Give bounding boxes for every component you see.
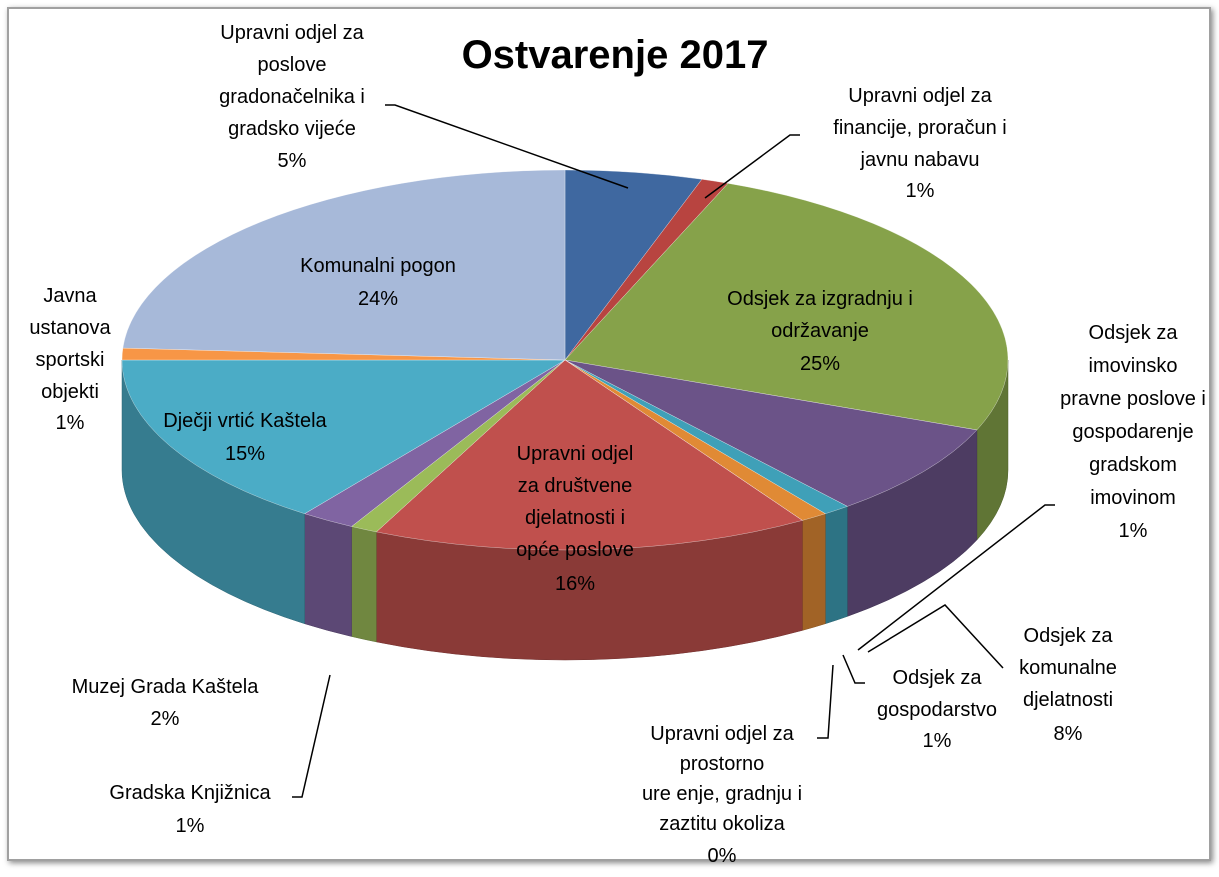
slice <box>121 359 566 514</box>
value-label: 1% <box>923 730 952 752</box>
value-label: 2% <box>151 708 180 730</box>
value-label: 25% <box>800 353 840 375</box>
slice <box>376 359 803 551</box>
leader-line <box>842 654 865 684</box>
value-label: 24% <box>358 288 398 310</box>
leader-line <box>385 104 629 189</box>
slice-label: Odsjek za izgradnju i održavanje <box>727 288 913 342</box>
slice-label: Javna ustanova sportski objekti <box>29 285 111 403</box>
tops <box>121 169 1009 551</box>
value-label: 5% <box>278 150 307 172</box>
value-label: 8% <box>1054 723 1083 745</box>
slice <box>122 169 566 361</box>
slice-label: Muzej Grada Kaštela <box>72 676 260 698</box>
slice-label: Dječji vrtić Kaštela <box>163 410 327 432</box>
slice-label: Upravni odjel za prostorno ure enje, gradn… <box>642 723 802 835</box>
slice-side <box>825 506 848 625</box>
slice-label: Upravni odjel za financije, proračun i jav… <box>833 85 1006 171</box>
slice <box>564 183 1009 431</box>
slice-side <box>802 513 826 631</box>
value-label: 1% <box>1119 520 1148 542</box>
value-label: 16% <box>555 573 595 595</box>
slice-label: Komunalni pogon <box>300 255 456 277</box>
value-label: 15% <box>225 443 265 465</box>
value-label: 0% <box>708 845 737 867</box>
value-label: 1% <box>906 180 935 202</box>
slice-label: Gradska Knjižnica <box>109 782 271 804</box>
leader-line <box>867 604 1004 669</box>
chart-title: Ostvarenje 2017 <box>462 33 769 77</box>
slice-side <box>304 513 352 637</box>
leader-line <box>292 674 331 798</box>
slice-label: Odsjek za komunalne djelatnosti <box>1019 625 1117 711</box>
value-label: 1% <box>56 412 85 434</box>
leader-line <box>857 504 1055 651</box>
slice-label: Upravni odjel za društvene djelatnosti i op… <box>516 443 634 561</box>
leader-line <box>817 664 834 739</box>
slice-side <box>351 526 377 643</box>
slice <box>564 359 978 507</box>
value-label: 1% <box>176 815 205 837</box>
slice-label: Odsjek za gospodarstvo <box>877 667 997 721</box>
slice-label: Odsjek za imovinsko pravne poslove i gospod… <box>1060 322 1206 509</box>
leader-line <box>704 134 800 199</box>
